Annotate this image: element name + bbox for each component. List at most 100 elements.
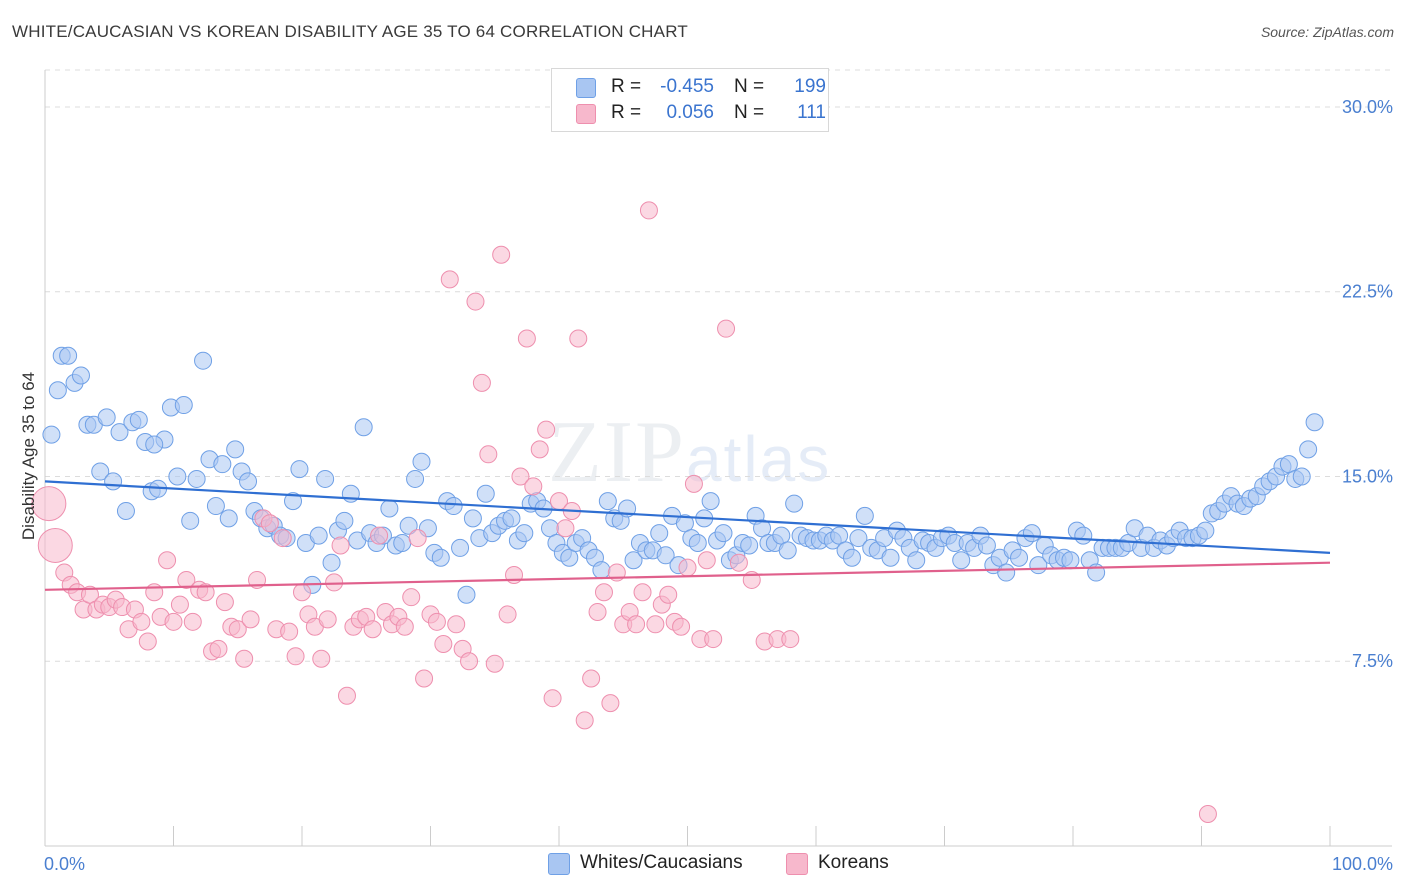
white-point [907, 551, 926, 570]
korean-point [158, 551, 177, 570]
legend-n-label: N = [734, 102, 765, 123]
korean-point [530, 440, 549, 459]
white-point [399, 516, 418, 535]
y-tick-label: 15.0% [1342, 466, 1393, 486]
white-point [463, 509, 482, 528]
korean-point [260, 514, 279, 533]
white-point [598, 492, 617, 511]
korean-point [498, 605, 517, 624]
korean-point [215, 593, 234, 612]
trend-line-whites [44, 480, 1331, 554]
korean-point [415, 669, 434, 688]
korean-point [472, 373, 491, 392]
korean-point [273, 529, 292, 548]
watermark: ZIPatlas [548, 402, 831, 503]
white-point [110, 423, 129, 442]
white-point [688, 533, 707, 552]
white-point [457, 585, 476, 604]
white-point [335, 511, 354, 530]
white-point [1305, 413, 1324, 432]
white-point [1299, 440, 1318, 459]
legend-n-label: N = [734, 76, 765, 97]
korean-point [575, 711, 594, 730]
white-point [714, 524, 733, 543]
x-tick-label: 100.0% [1332, 854, 1393, 874]
white-point [977, 536, 996, 555]
korean-point [485, 654, 504, 673]
white-point [168, 467, 187, 486]
korean-point [337, 686, 356, 705]
white-point [1022, 524, 1041, 543]
white-point [206, 497, 225, 516]
white-point [444, 497, 463, 516]
white-point [104, 472, 123, 491]
legend-swatch-koreans [576, 104, 596, 124]
legend-r-value: -0.455 [660, 76, 714, 97]
stats-legend: R = -0.455 N = 199 R = 0.056 N = 111 [551, 68, 829, 132]
y-tick-label: 7.5% [1352, 651, 1393, 671]
white-point [778, 541, 797, 560]
korean-point [601, 694, 620, 713]
white-point [849, 529, 868, 548]
korean-point [427, 612, 446, 631]
white-point [592, 561, 611, 580]
white-point [855, 506, 874, 525]
korean-point [781, 630, 800, 649]
white-point [71, 366, 90, 385]
korean-point [492, 245, 511, 264]
korean-point [466, 292, 485, 311]
korean-point [228, 620, 247, 639]
white-point [476, 484, 495, 503]
legend-r-value: 0.056 [666, 102, 714, 123]
korean-point [132, 612, 151, 631]
legend-r-label: R = [611, 102, 642, 123]
trend-lines [44, 480, 1331, 591]
white-point [997, 563, 1016, 582]
y-tick-label: 30.0% [1342, 97, 1393, 117]
y-tick-label: 22.5% [1342, 282, 1393, 302]
korean-point [138, 632, 157, 651]
white-point [650, 524, 669, 543]
source-label: Source: ZipAtlas.com [1260, 24, 1394, 40]
white-point [174, 396, 193, 415]
korean-point [293, 583, 311, 602]
white-point [97, 408, 116, 427]
white-point [502, 509, 521, 528]
korean-point [659, 585, 678, 604]
korean-point [717, 319, 736, 338]
white-point [515, 524, 534, 543]
korean-point [447, 615, 466, 634]
korean-point [331, 536, 350, 555]
white-point [59, 346, 78, 365]
white-point [701, 492, 720, 511]
white-point [380, 499, 399, 518]
korean-point [363, 620, 382, 639]
korean-point [37, 527, 73, 563]
watermark-zip: ZIP [548, 404, 686, 501]
white-point [1010, 548, 1029, 567]
korean-point [235, 649, 254, 668]
korean-point [524, 477, 543, 496]
white-point [1061, 551, 1080, 570]
white-point [187, 469, 206, 488]
legend-label-whites: Whites/Caucasians [580, 852, 743, 873]
korean-point [517, 329, 536, 348]
tick-labels: 7.5% 15.0% 22.5% 30.0% 0.0% 100.0% [44, 97, 1393, 874]
legend-swatch-whites [576, 78, 596, 98]
korean-point [704, 630, 723, 649]
white-point [284, 492, 303, 511]
series-koreans-points [31, 201, 1217, 823]
white-point [1074, 526, 1093, 545]
legend-n-value: 111 [797, 102, 826, 123]
chart-title: WHITE/CAUCASIAN VS KOREAN DISABILITY AGE… [12, 22, 688, 41]
white-point [412, 452, 431, 471]
legend-swatch-whites [548, 853, 570, 875]
korean-point [370, 526, 389, 545]
korean-point [511, 467, 530, 486]
white-point [91, 462, 110, 481]
korean-point [395, 617, 414, 636]
korean-point [286, 647, 305, 666]
legend-swatch-koreans [786, 853, 808, 875]
korean-point [639, 201, 658, 220]
axes [44, 70, 1392, 847]
